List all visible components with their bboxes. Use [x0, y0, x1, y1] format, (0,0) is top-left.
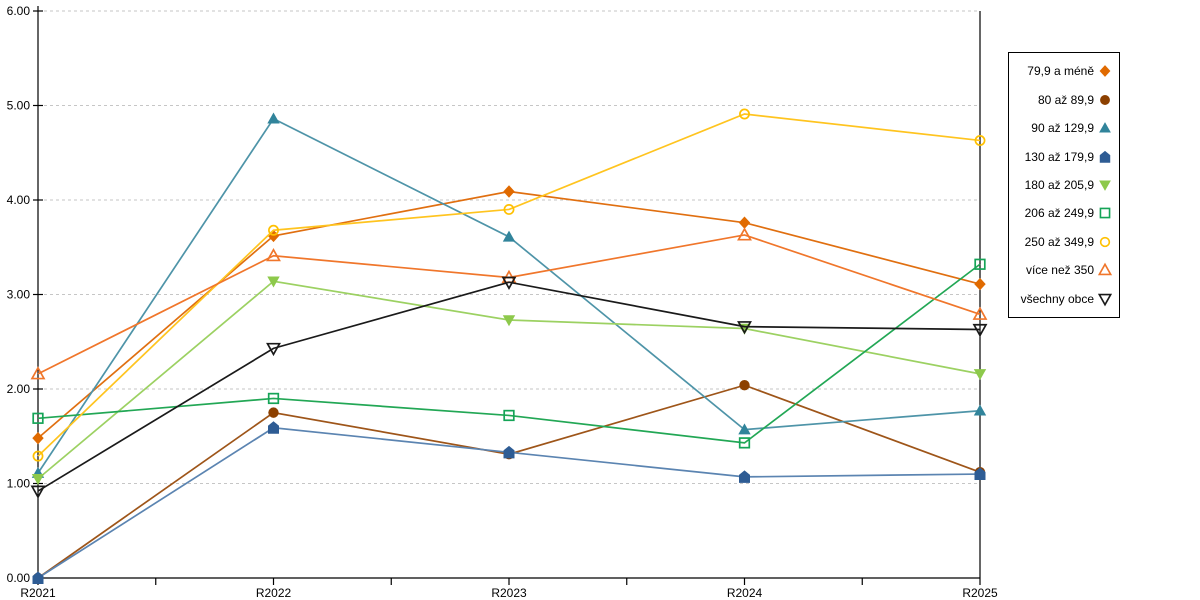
legend-label: 250 až 349,9 — [1024, 234, 1094, 249]
data-point-marker — [501, 276, 517, 290]
y-axis-tick-labels: 0.00 1.00 2.00 3.00 4.00 5.00 6.00 — [7, 4, 43, 585]
legend-label: více než 350 — [1025, 263, 1094, 278]
series-5 — [32, 258, 986, 449]
legend-item: 90 až 129,9 — [1009, 120, 1119, 136]
data-point-marker — [972, 323, 988, 338]
pentagon-icon — [1099, 150, 1111, 163]
x-tick-label: R2024 — [727, 586, 763, 600]
series-2 — [31, 112, 987, 478]
series-line — [37, 263, 981, 444]
triangle-up-icon — [1099, 122, 1111, 133]
data-point-marker — [268, 421, 279, 434]
data-point-marker — [738, 216, 751, 229]
data-point-marker — [503, 185, 515, 198]
data-point-marker — [503, 409, 515, 422]
circle-open-icon — [1099, 236, 1111, 248]
data-point-marker — [972, 306, 988, 320]
legend-label: 79,9 a méně — [1027, 64, 1094, 79]
legend: 79,9 a méně 80 až 89,9 90 až 129,9 130 až 1… — [1008, 52, 1120, 318]
gridlines — [38, 10, 980, 484]
circle-icon — [1100, 94, 1110, 105]
y-tick-label: 5.00 — [7, 99, 31, 113]
data-point-marker — [266, 248, 281, 262]
data-point-marker — [503, 203, 515, 215]
legend-label: 80 až 89,9 — [1037, 92, 1094, 107]
data-point-marker — [974, 277, 986, 291]
data-point-marker — [32, 571, 44, 584]
y-tick-label: 4.00 — [7, 193, 31, 207]
data-point-marker — [267, 229, 280, 243]
legend-item: 206 až 249,9 — [1009, 205, 1119, 221]
triangle-down-open-icon — [1097, 293, 1113, 307]
data-point-marker — [737, 227, 752, 241]
data-point-marker — [30, 485, 46, 499]
x-tick-label: R2025 — [962, 586, 998, 600]
series-6 — [32, 108, 986, 462]
legend-item: 180 až 205,9 — [1009, 177, 1119, 193]
legend-item: 130 až 179,9 — [1009, 149, 1119, 165]
y-tick-label: 1.00 — [7, 477, 31, 491]
legend-label: 90 až 129,9 — [1031, 121, 1094, 136]
data-point-marker — [502, 230, 516, 242]
data-point-marker — [739, 108, 750, 120]
data-point-marker — [737, 321, 752, 335]
data-point-marker — [267, 112, 280, 124]
series-4 — [31, 276, 987, 485]
y-tick-label: 6.00 — [7, 4, 31, 18]
legend-label: 180 až 205,9 — [1024, 177, 1094, 192]
legend-item: 80 až 89,9 — [1009, 92, 1119, 108]
series-8 — [30, 276, 988, 499]
data-point-marker — [503, 445, 515, 459]
data-point-marker — [32, 412, 44, 424]
series-3 — [32, 421, 986, 584]
data-point-marker — [739, 470, 750, 483]
legend-item: 79,9 a méně — [1009, 63, 1119, 79]
data-point-marker — [32, 431, 44, 445]
series-line — [37, 281, 981, 492]
data-point-marker — [973, 404, 987, 416]
data-point-marker — [268, 224, 279, 236]
square-open-icon — [1099, 208, 1111, 219]
x-axis-tick-labels: R2021 R2022 R2023 R2024 R2025 — [20, 578, 998, 600]
series-line — [37, 113, 981, 457]
data-point-marker — [738, 423, 751, 435]
data-point-marker — [738, 437, 751, 449]
x-tick-label: R2022 — [256, 586, 292, 600]
data-point-marker — [266, 342, 281, 357]
series-7 — [30, 227, 988, 380]
series-line — [37, 190, 981, 439]
legend-label: 206 až 249,9 — [1024, 206, 1094, 221]
data-point-marker — [31, 473, 45, 485]
legend-item: všechny obce — [1009, 291, 1119, 307]
data-point-marker — [30, 366, 46, 380]
data-point-marker — [32, 450, 44, 462]
data-point-marker — [974, 258, 986, 270]
legend-item: 250 až 349,9 — [1009, 234, 1119, 250]
data-point-marker — [739, 380, 750, 391]
axes — [37, 6, 981, 579]
data-point-marker — [973, 369, 987, 381]
data-point-marker — [974, 135, 986, 146]
legend-label: 130 až 179,9 — [1024, 149, 1094, 164]
x-tick-label: R2021 — [20, 586, 56, 600]
y-tick-label: 2.00 — [7, 382, 31, 396]
data-point-marker — [974, 467, 986, 481]
triangle-up-open-icon — [1097, 262, 1113, 276]
series-line — [37, 384, 981, 579]
diamond-icon — [1099, 65, 1111, 78]
y-tick-label: 3.00 — [7, 288, 31, 302]
series-line — [37, 234, 981, 375]
data-point-marker — [502, 315, 516, 327]
data-point-marker — [267, 392, 280, 405]
data-point-marker — [267, 276, 280, 288]
y-tick-label: 0.00 — [7, 571, 31, 585]
data-point-marker — [268, 407, 279, 418]
legend-item: více než 350 — [1009, 262, 1119, 278]
triangle-down-icon — [1099, 180, 1111, 191]
legend-label: všechny obce — [1020, 291, 1094, 306]
series-0 — [32, 185, 986, 445]
x-tick-label: R2023 — [491, 586, 527, 600]
